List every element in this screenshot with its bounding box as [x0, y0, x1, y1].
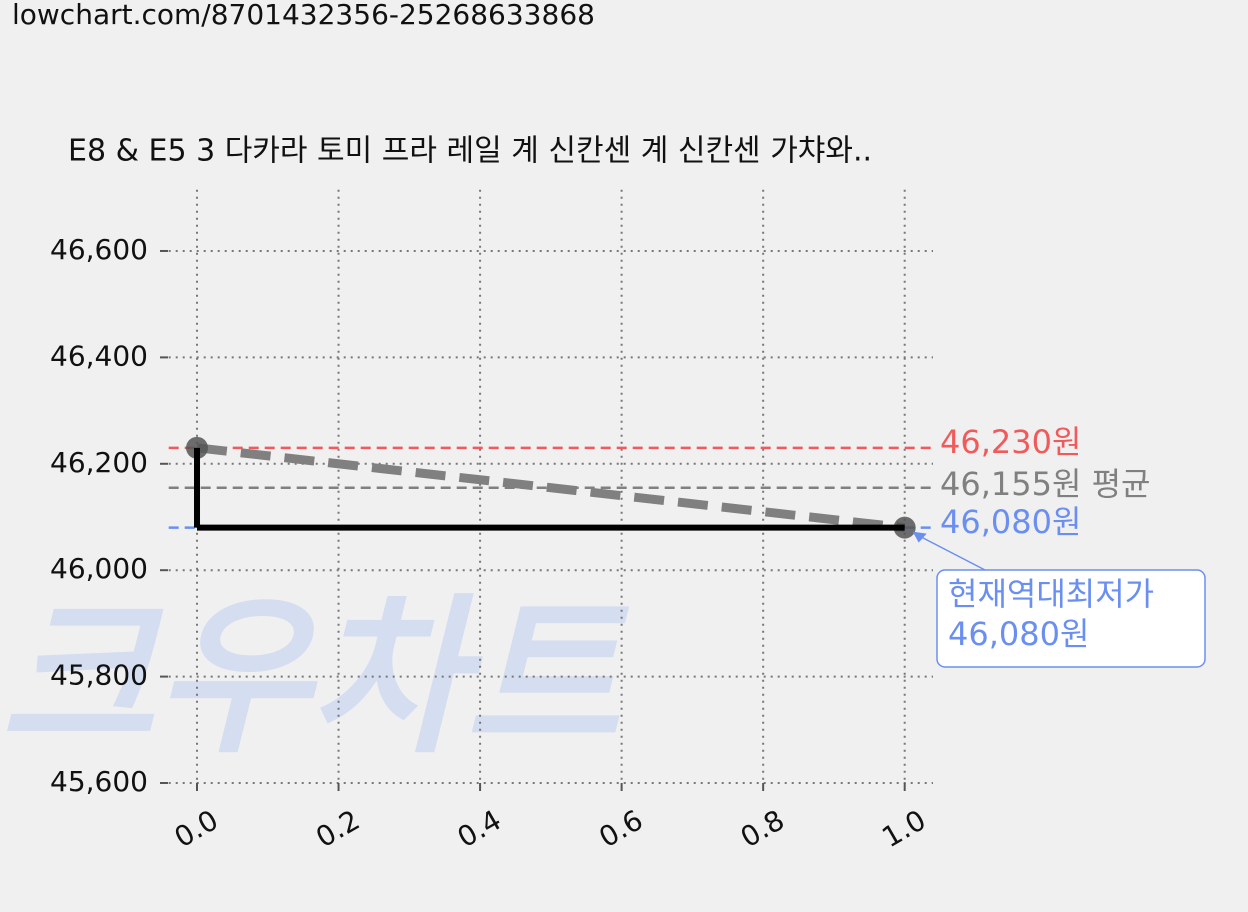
reference-label: 46,155원 평균: [940, 465, 1150, 503]
y-tick-label: 46,200: [50, 446, 148, 479]
annotation-arrow: [914, 532, 986, 571]
y-tick-label: 46,400: [50, 339, 148, 372]
reference-label: 46,230원: [940, 423, 1081, 461]
annotation-box: [936, 569, 1206, 668]
reference-label: 46,080원: [940, 503, 1081, 541]
y-tick-label: 45,800: [50, 659, 148, 692]
y-tick-label: 46,000: [50, 552, 148, 585]
y-tick-label: 46,600: [50, 233, 148, 266]
chart-title: E8 & E5 3 다카라 토미 프라 레일 계 신칸센 계 신칸센 가챠와..: [68, 134, 872, 169]
annotation-arrowhead: [912, 531, 927, 543]
url: lowchart.com/8701432356-25268633868: [12, 0, 595, 31]
y-tick-label: 45,600: [50, 765, 148, 798]
annotation-text: 현재역대최저가: [948, 575, 1154, 613]
annotation-value: 46,080원: [948, 615, 1089, 653]
watermark: 크우차트: [0, 579, 630, 777]
series-line: [196, 443, 906, 533]
